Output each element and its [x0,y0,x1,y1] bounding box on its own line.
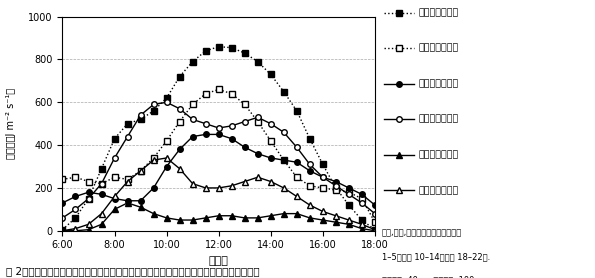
Text: 上位,中位,下位葉：群落上部から第: 上位,中位,下位葉：群落上部から第 [382,229,462,238]
Y-axis label: 受光量（J m⁻² s⁻¹）: 受光量（J m⁻² s⁻¹） [5,88,15,159]
Text: 個体間隔: 40 cm，列間隔: 100 cm,: 個体間隔: 40 cm，列間隔: 100 cm, [382,275,493,278]
Text: 中位葉－傾斜地: 中位葉－傾斜地 [418,115,459,124]
X-axis label: 時　刻: 時 刻 [209,256,228,266]
Text: 中位葉－平　地: 中位葉－平 地 [418,79,459,88]
Text: 1–5葉，第 10–14葉，第 18–22葉.: 1–5葉，第 10–14葉，第 18–22葉. [382,252,490,261]
Text: 上位葉－平　地: 上位葉－平 地 [418,8,459,17]
Text: 下位葉－平　地: 下位葉－平 地 [418,150,459,159]
Text: 図 2　傾斜地および平地のトマト個体群における葉位別受光量の日変化シミュレーション: 図 2 傾斜地および平地のトマト個体群における葉位別受光量の日変化シミュレーショ… [6,267,259,277]
Text: 下位葉－傾斜地: 下位葉－傾斜地 [418,186,459,195]
Text: 上位葉－傾斜地: 上位葉－傾斜地 [418,44,459,53]
